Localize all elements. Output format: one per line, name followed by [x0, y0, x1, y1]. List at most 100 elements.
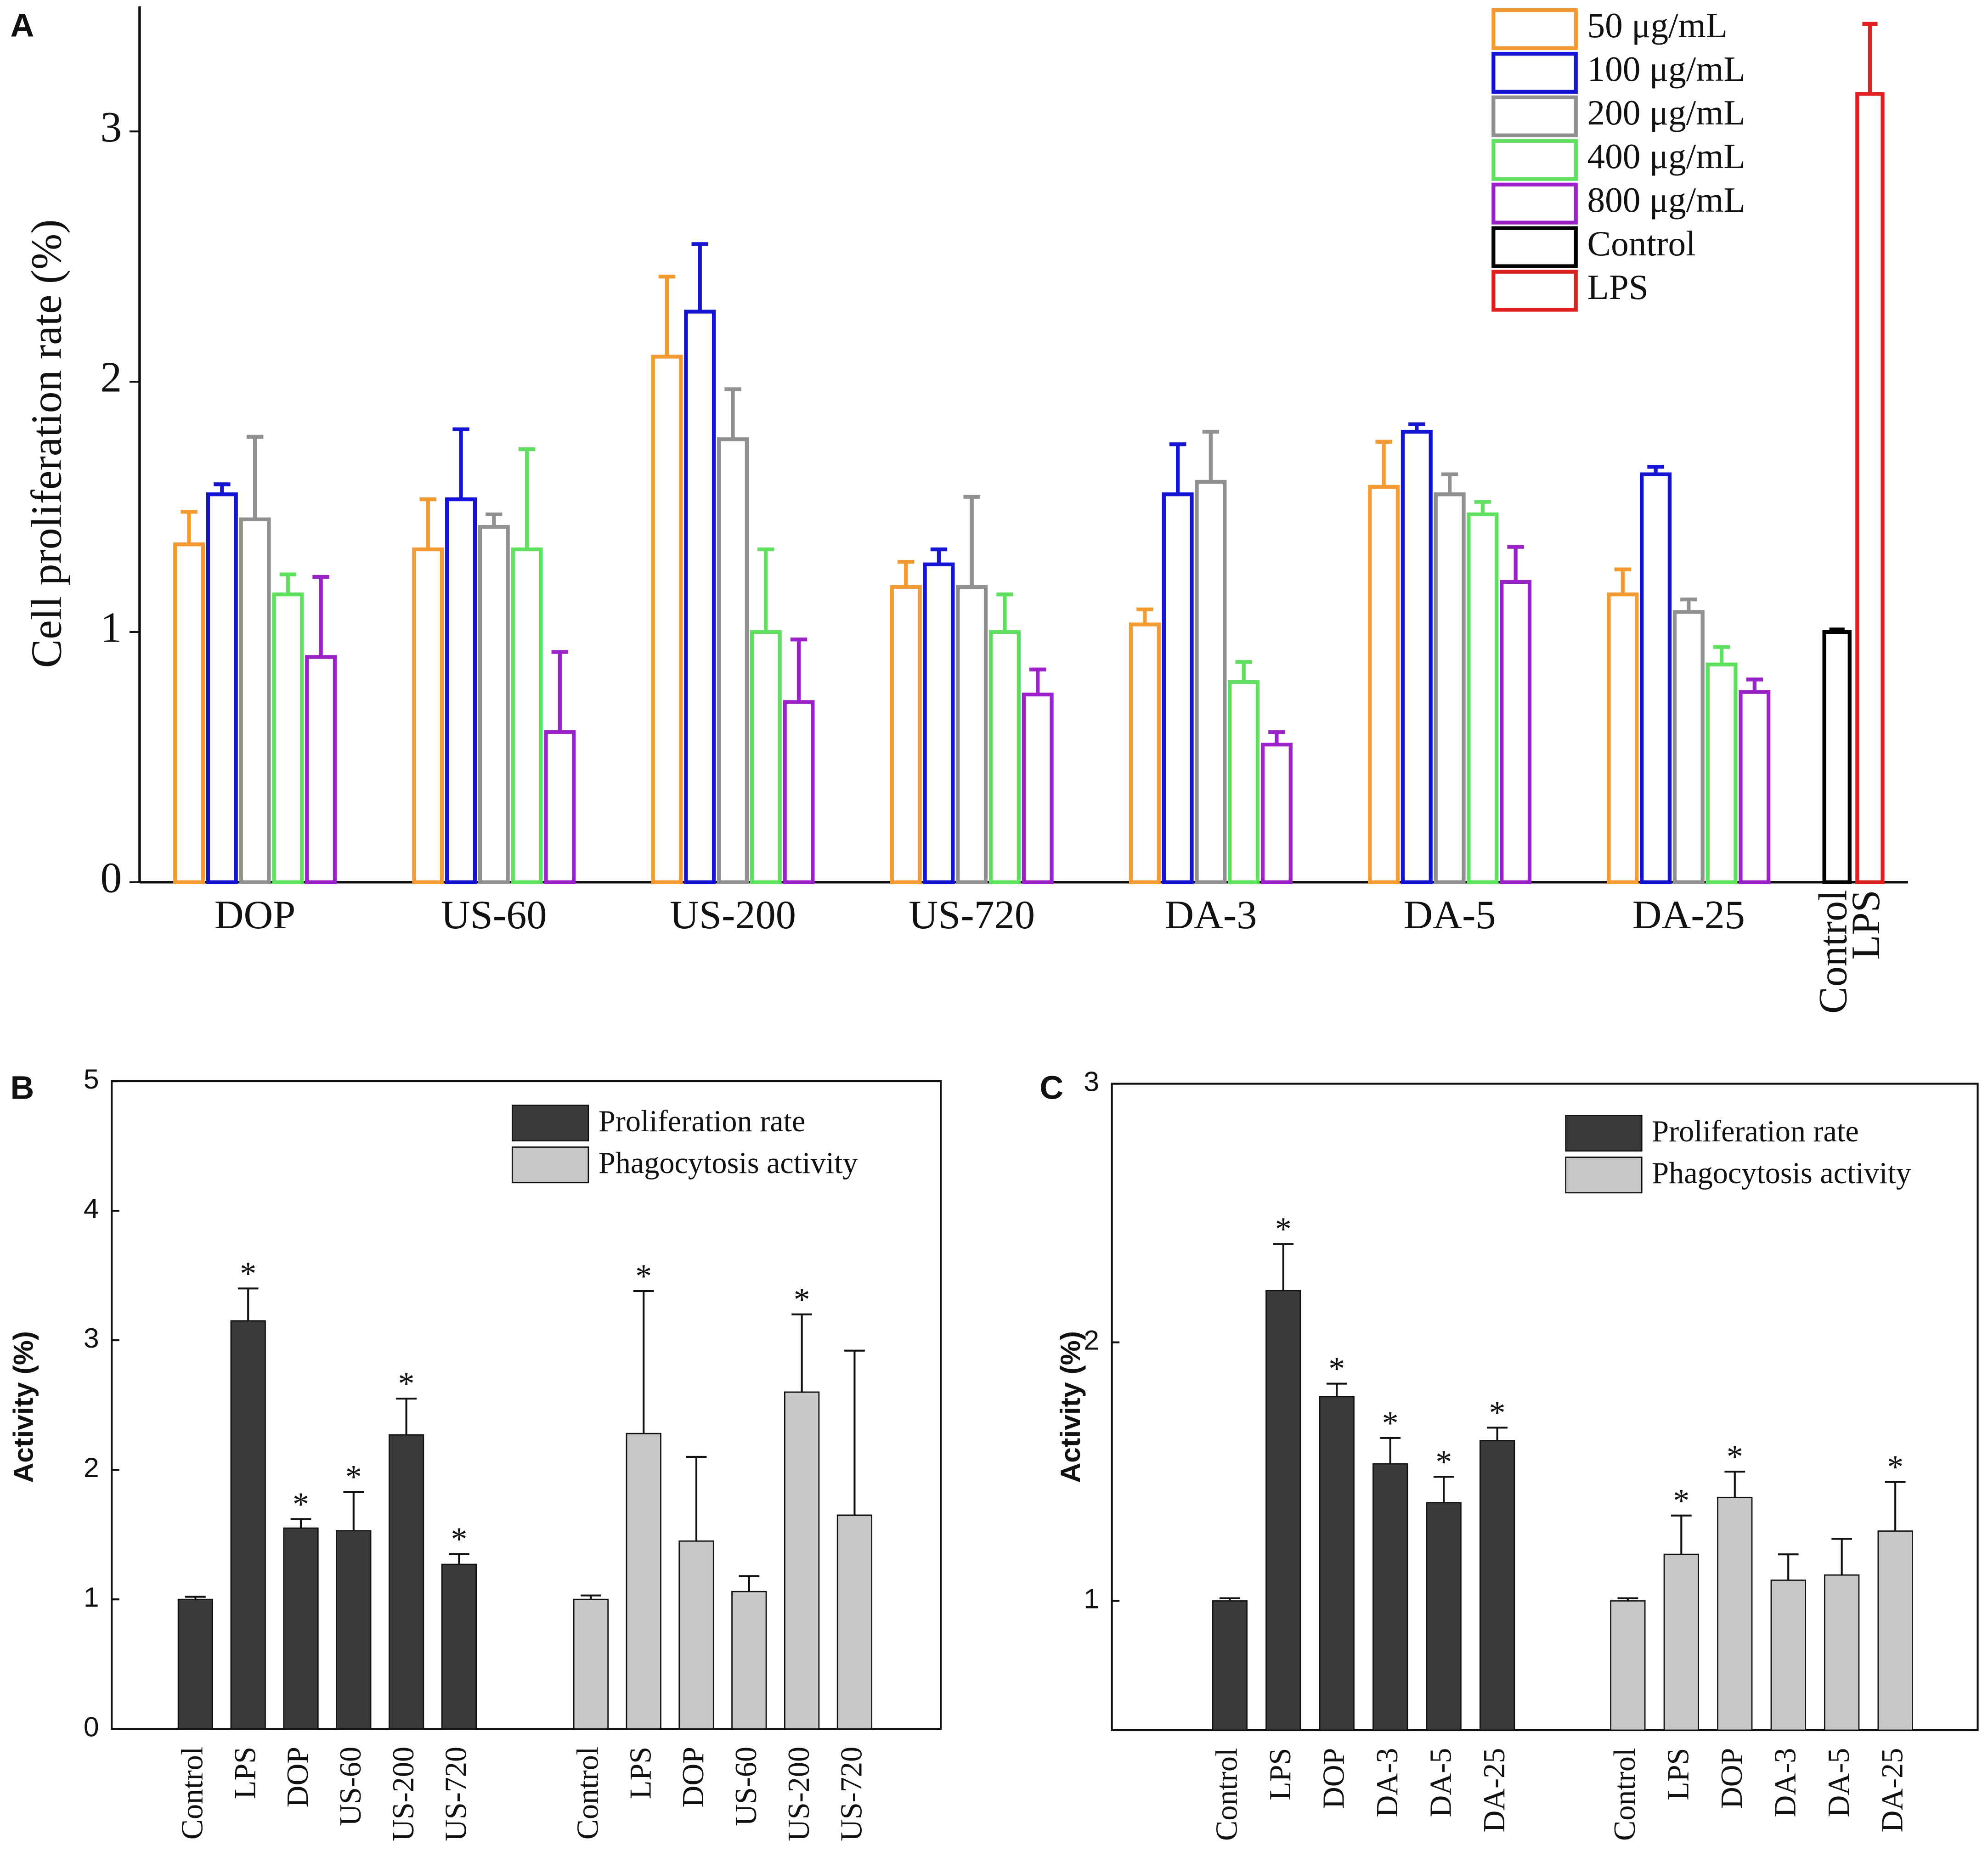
plot-frame	[111, 1080, 942, 1730]
x-tick-label: DA-25	[1875, 1748, 1909, 1833]
y-tick-label: 3	[1084, 1066, 1099, 1097]
bar	[177, 1598, 214, 1730]
significance-mark: *	[293, 1486, 309, 1523]
x-tick-label: Control	[1608, 1748, 1642, 1841]
panel-letter: C	[1039, 1069, 1063, 1106]
bar	[336, 1530, 372, 1730]
legend-label: 100 μg/mL	[1587, 49, 1745, 89]
bar	[836, 1514, 873, 1730]
significance-mark: *	[1275, 1211, 1292, 1247]
x-tick-label: Control	[1210, 1748, 1244, 1841]
bar	[717, 437, 749, 884]
bar	[511, 547, 543, 884]
bar	[731, 1591, 767, 1730]
x-tick-label: DOP	[215, 892, 296, 937]
x-tick-label: DOP	[281, 1747, 315, 1807]
bar	[1770, 1580, 1806, 1731]
bar	[544, 730, 576, 884]
x-tick-label: Control	[571, 1747, 605, 1839]
legend-label: Phagocytosis activity	[1652, 1157, 1911, 1190]
x-tick-label: LPS	[1843, 890, 1888, 959]
bar	[1426, 1502, 1462, 1731]
bar	[1672, 610, 1705, 884]
significance-mark: *	[1673, 1482, 1689, 1519]
bar	[445, 497, 477, 884]
y-axis-label: Activity (%)	[1055, 1331, 1086, 1483]
significance-mark: *	[451, 1521, 467, 1557]
y-tick-label: 2	[1084, 1325, 1099, 1356]
y-tick-label: 0	[100, 854, 122, 902]
y-tick-label: 5	[84, 1063, 99, 1095]
legend-label: 50 μg/mL	[1587, 6, 1728, 45]
x-tick-label: DA-5	[1404, 892, 1496, 937]
bar	[678, 1540, 714, 1730]
x-tick-label: US-720	[835, 1747, 869, 1841]
bar	[1319, 1396, 1355, 1731]
x-tick-label: DOP	[677, 1747, 710, 1807]
bar	[1212, 1600, 1248, 1731]
legend-label: Proliferation rate	[599, 1105, 805, 1138]
x-tick-label: DA-3	[1371, 1748, 1404, 1817]
y-tick-label: 3	[84, 1322, 99, 1354]
bar	[1195, 480, 1227, 884]
bar	[173, 542, 205, 884]
x-tick-label: Control	[176, 1747, 209, 1839]
x-tick-label: US-60	[729, 1747, 763, 1826]
bar	[651, 355, 683, 884]
legend-label: Phagocytosis activity	[599, 1146, 858, 1180]
bar	[305, 655, 337, 884]
bar	[1265, 1290, 1301, 1731]
y-tick-label: 1	[100, 604, 122, 651]
legend-swatch	[1565, 1157, 1643, 1194]
x-tick-label: LPS	[1264, 1748, 1297, 1800]
legend-swatch	[1491, 182, 1578, 225]
bar	[784, 1391, 820, 1730]
x-tick-label: US-60	[334, 1747, 367, 1826]
legend-label: 400 μg/mL	[1587, 136, 1745, 176]
bar	[573, 1598, 609, 1730]
legend-swatch	[1491, 95, 1578, 137]
bar	[1663, 1553, 1699, 1731]
y-tick-label: 0	[84, 1711, 99, 1742]
x-tick-label: DOP	[1317, 1748, 1350, 1809]
legend-swatch	[1491, 139, 1578, 181]
bar	[1717, 1496, 1753, 1731]
x-tick-label: US-200	[670, 892, 796, 937]
bar	[388, 1434, 424, 1730]
significance-mark: *	[1727, 1439, 1743, 1475]
bar	[783, 700, 815, 884]
bar	[1855, 92, 1885, 884]
x-tick-label: LPS	[1662, 1748, 1695, 1800]
x-tick-label: US-720	[440, 1747, 473, 1841]
x-tick-label: US-200	[782, 1747, 816, 1841]
significance-mark: *	[635, 1258, 652, 1295]
legend-label: 200 μg/mL	[1587, 93, 1745, 132]
significance-mark: *	[794, 1281, 810, 1318]
bar	[1228, 680, 1260, 884]
x-tick-label: US-720	[909, 892, 1035, 937]
y-tick-label: 4	[84, 1193, 99, 1224]
legend-swatch	[1491, 226, 1578, 268]
legend-label: Control	[1587, 224, 1696, 263]
plot-frame	[1111, 1083, 1979, 1732]
bar	[283, 1527, 319, 1730]
bar	[1368, 485, 1400, 884]
x-tick-label: DA-3	[1164, 892, 1257, 937]
bar	[1640, 472, 1672, 884]
x-tick-label: DA-5	[1424, 1748, 1457, 1817]
significance-mark: *	[1382, 1405, 1399, 1441]
y-tick-label: 3	[100, 103, 122, 151]
bar	[206, 492, 238, 884]
bar	[684, 310, 716, 884]
y-tick-label: 1	[84, 1581, 99, 1613]
panel-letter: A	[10, 7, 34, 44]
legend-swatch	[511, 1146, 589, 1184]
panel-letter: B	[10, 1069, 34, 1106]
bar	[1401, 429, 1433, 884]
bar	[239, 517, 271, 884]
bar	[923, 562, 955, 884]
significance-mark: *	[1489, 1394, 1506, 1431]
bar	[441, 1563, 477, 1730]
x-tick-label: US-200	[387, 1747, 420, 1841]
